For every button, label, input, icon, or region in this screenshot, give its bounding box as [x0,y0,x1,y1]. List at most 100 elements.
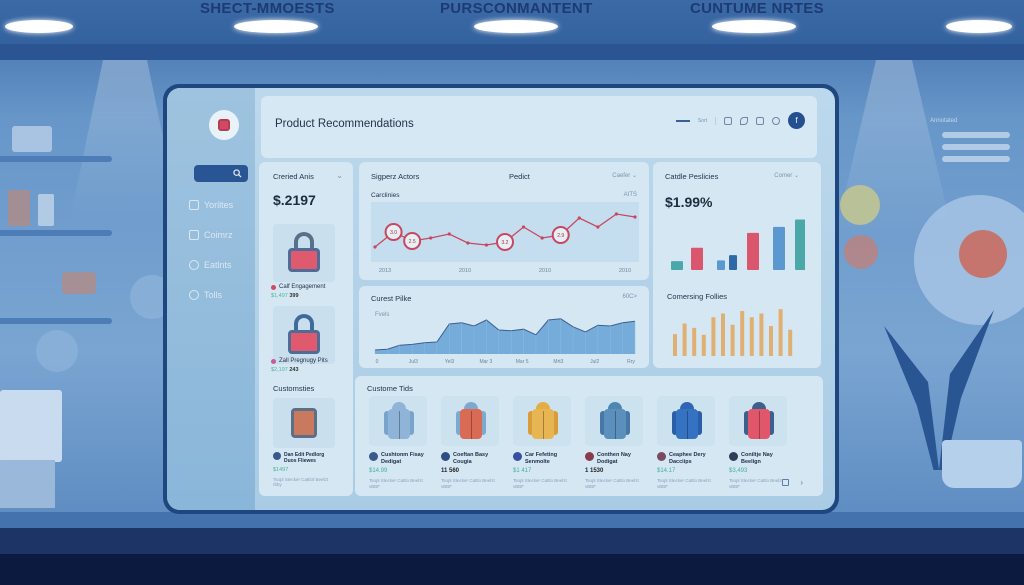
product-price: $1497 [273,467,289,473]
product-seller: Conthen Nay Dodigat [585,452,647,465]
product-image[interactable] [273,224,335,282]
folder-icon [189,230,199,240]
clipboard-icon[interactable] [756,116,764,125]
product-name: Coeftan Basy Cougia [453,452,489,465]
product-price: $1,497 399 [271,293,299,299]
product-name: Calf Engagement [271,284,325,290]
product-name: Cushtonm Fisay Dedigat [381,452,424,465]
sort-label: Sort [697,117,707,124]
card-title: Catdle Peslicies [665,172,719,181]
sidebar: Yoriltes Coimrz Eatlnts Tolls [167,88,255,510]
app-logo[interactable] [209,110,239,140]
divider [715,116,716,125]
ceiling-light [5,20,73,33]
created-value: $.2197 [273,192,316,208]
sidebar-item-tolls[interactable]: Tolls [189,290,222,300]
sidebar-item-yoriltes[interactable]: Yoriltes [189,200,233,210]
shopping-bag [0,390,62,462]
cattle-value: $1.99% [665,194,713,210]
display-monitor: Yoriltes Coimrz Eatlnts Tolls Product Re… [163,84,839,514]
line-chart: 3.0 2.5 3.2 2.9 2013 2010 2010 2010 [371,202,639,274]
chat-icon[interactable] [772,116,780,125]
shelf-toy [62,272,96,294]
product-card[interactable]: Ceaphee Dery Dacciips $14.17 Tsopl Steck… [655,396,719,496]
chart-label: Pedict [509,172,530,181]
product-image [441,396,499,446]
chart-subtitle: Carclinies [371,192,400,199]
ceiling-light [946,20,1012,33]
product-desc: Tsopl Stecker Cattlo Beelzt vBBF [729,478,783,489]
search-button[interactable] [194,165,248,182]
svg-text:3.0: 3.0 [390,230,397,236]
jacket-icon [672,402,702,440]
product-seller: Ceaphee Dery Dacciips [657,452,719,465]
card-title: Curest Pilke [371,294,412,303]
badge-decor-icon [36,330,78,372]
section-title: Customsties [273,384,315,393]
svg-text:3.2: 3.2 [502,240,509,246]
product-price: $2,197 243 [271,367,299,373]
shelf-box [12,126,52,152]
product-card[interactable]: Coeftan Basy Cougia 11 560 Tsopl Stecker… [439,396,503,496]
chart-right-label[interactable]: 60C> [622,294,637,300]
ceiling-beam [0,44,1024,60]
product-card[interactable]: Conthen Nay Dodigat 1 1530 Tsopl Stecker… [583,396,647,496]
backpack-icon [291,408,317,438]
header-toolbar: Sort f [675,112,805,129]
svg-text:2.5: 2.5 [409,239,416,245]
product-name: Zall Pregnugy Pits [271,358,328,364]
product-seller: Coeftan Basy Cougia [441,452,503,465]
app-header: Product Recommendations Sort f [261,96,817,158]
product-image[interactable] [273,306,335,364]
product-desc: Tsopl Stecker Cattlo Beelzt vBBF [441,478,495,489]
jacket-icon [456,402,486,440]
product-image [369,396,427,446]
period-dropdown[interactable]: Comer ⌄ [774,173,799,179]
chart-right-label: AITS [623,192,637,198]
svg-text:2010: 2010 [539,268,551,274]
shelf [0,318,112,324]
product-price: $14.99 [369,468,388,474]
next-icon[interactable]: › [800,478,803,487]
bag-base [0,460,55,508]
clock-icon [189,260,199,270]
product-image [585,396,643,446]
ceiling-light [234,20,318,33]
svg-text:Rry: Rry [627,359,635,364]
jacket-icon [600,402,630,440]
lock-icon [288,314,320,356]
area-chart: 0 Jul3 Yel3 Mar 3 Mar 5 Mrt3 Jul2 Rry [374,318,635,364]
avatar [441,452,450,461]
product-image[interactable] [273,398,335,448]
avatar [657,452,666,461]
avatar [513,452,522,461]
panel-icon[interactable] [724,116,732,125]
avatar [369,452,378,461]
product-card[interactable]: Cushtonm Fisay Dedigat $14.99 Tsopl Stec… [367,396,431,496]
product-name: Conthen Nay Dodigat [597,452,631,465]
page-title: Product Recommendations [275,118,414,130]
user-avatar[interactable]: f [788,112,805,129]
ball-decor-icon [844,235,878,269]
search-icon [233,169,242,178]
chevron-down-icon[interactable]: ⌄ [336,171,343,180]
card-title: Sigperz Actors [371,172,420,181]
shelf [0,156,112,162]
product-desc: Tsopl Stecker Cattlo Beelzt vBBF [657,478,711,489]
period-dropdown[interactable]: Caefer ⌄ [612,173,637,179]
svg-text:Mrt3: Mrt3 [553,359,563,364]
sidebar-item-coimrz[interactable]: Coimrz [189,230,233,240]
sort-slider[interactable] [675,119,690,122]
attach-icon[interactable] [740,116,748,125]
sidebar-item-eatlnts[interactable]: Eatlnts [189,260,232,270]
grid-icon[interactable] [782,479,789,486]
gear-icon [189,290,199,300]
ceiling-light [474,20,558,33]
product-price: $14.17 [657,468,676,474]
wall-bar [942,144,1010,150]
product-price: $1 417 [513,468,532,474]
svg-text:Jul3: Jul3 [409,359,418,364]
product-card[interactable]: Coniltje Nay Beelign $3,493 Tsopl Stecke… [727,396,791,496]
svg-text:0: 0 [376,359,379,364]
product-card[interactable]: Car Fefeting Senmolte $1 417 Tsopl Steck… [511,396,575,496]
